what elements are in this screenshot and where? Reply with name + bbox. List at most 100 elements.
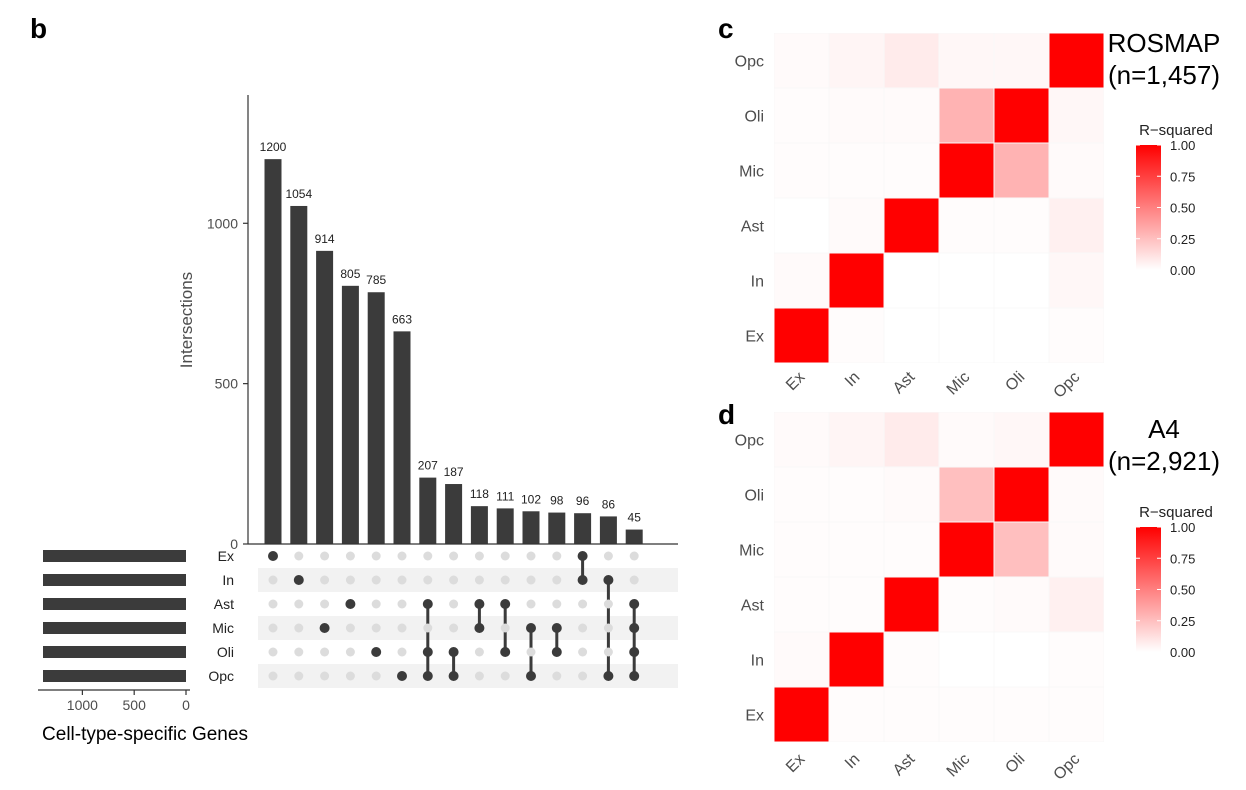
membership-dot-inactive (294, 599, 304, 609)
intersection-bars: 1200 1054 914 805 785 663 207 187 118 111 102 98 96 8… (260, 140, 643, 545)
heatmap-cell (774, 33, 829, 88)
intersection-bar (393, 331, 411, 544)
heatmap-cell (994, 88, 1049, 143)
intersection-bar (445, 484, 463, 544)
set-size-bars: 1000 500 0 (38, 550, 190, 713)
heatmap-y-label: Mic (739, 543, 764, 560)
heatmap-cell (1049, 88, 1104, 143)
membership-dot-inactive (268, 599, 278, 609)
heatmap-cell (829, 198, 884, 253)
set-size-tick-label: 1000 (67, 697, 98, 713)
heatmap-cell (939, 577, 994, 632)
legend-title: R−squared (1139, 504, 1213, 521)
heatmap-cell (1049, 198, 1104, 253)
membership-dot-active (629, 671, 640, 681)
set-size-tick-label: 500 (123, 697, 147, 713)
heatmap-x-label: Ast (890, 368, 919, 397)
set-label: Ex (218, 548, 234, 564)
membership-dot-inactive (578, 671, 588, 681)
heatmap-x-label: Oli (1002, 369, 1028, 395)
membership-dot-inactive (320, 671, 330, 681)
membership-dot-active (345, 599, 356, 609)
membership-dot-inactive (397, 551, 407, 561)
membership-dot-active (293, 575, 304, 585)
bar-value-label: 785 (366, 273, 386, 287)
intersection-bar (548, 512, 566, 544)
intersection-bar (316, 250, 334, 545)
heatmap-cell (1049, 143, 1104, 198)
heatmap-cell (939, 467, 994, 522)
heatmap-y-label: Opc (735, 433, 764, 450)
heatmap-y-label: Oli (744, 109, 764, 126)
membership-dot-inactive (552, 599, 562, 609)
heatmap-subtitle: (n=1,457) (1108, 60, 1220, 90)
heatmap-y-label: In (751, 653, 764, 670)
heatmap-cell (829, 577, 884, 632)
membership-dot-active (422, 671, 433, 681)
membership-dot-inactive (345, 671, 355, 681)
set-label: Ast (214, 596, 234, 612)
upset-plot: 1200 1054 914 805 785 663 207 187 118 111 102 98 96 8… (38, 95, 678, 745)
heatmap-cell (774, 198, 829, 253)
heatmap-x-label: In (842, 751, 863, 772)
intersection-y-axis: 0 500 1000 (207, 95, 678, 552)
heatmap-cell (884, 253, 939, 308)
bar-value-label: 207 (418, 459, 438, 473)
panel-label-c: c (718, 13, 734, 44)
membership-dot-inactive (397, 647, 407, 657)
heatmap-cell (1049, 253, 1104, 308)
heatmap-cell (1049, 632, 1104, 687)
heatmap-y-label: In (751, 274, 764, 291)
set-size-bar (43, 646, 186, 658)
heatmap-cell (884, 33, 939, 88)
heatmap-cell (829, 33, 884, 88)
heatmap-cell (994, 198, 1049, 253)
heatmap-cell (939, 88, 994, 143)
heatmap-y-label: Opc (735, 54, 764, 71)
heatmap-x-label: Opc (1051, 751, 1084, 784)
heatmap-cell (1049, 687, 1104, 742)
heatmap-cell (994, 522, 1049, 577)
heatmap-cell (939, 522, 994, 577)
membership-dot-active (577, 551, 588, 561)
heatmap-cell (939, 33, 994, 88)
heatmap-cell (994, 253, 1049, 308)
bar-value-label: 1054 (285, 187, 312, 201)
membership-dot-active (474, 599, 485, 609)
membership-dot-inactive (294, 647, 304, 657)
set-label: Mic (212, 620, 234, 636)
heatmap-x-label: Oli (1002, 751, 1028, 777)
intersection-bar (419, 477, 437, 544)
heatmap-cell (884, 632, 939, 687)
intersection-bar (470, 506, 488, 544)
bar-value-label: 187 (444, 465, 464, 479)
membership-dot-active (397, 671, 407, 681)
set-size-tick-label: 0 (182, 697, 190, 713)
heatmap-cell (1049, 577, 1104, 632)
heatmap-cell (884, 198, 939, 253)
membership-dot-inactive (474, 551, 484, 561)
heatmap-cell (829, 522, 884, 577)
heatmap-title: A4 (1148, 414, 1180, 444)
legend-tick-label: 0.50 (1170, 583, 1195, 598)
heatmap-cell (1049, 308, 1104, 363)
legend-tick-label: 0.75 (1170, 551, 1195, 566)
membership-dot-active (629, 647, 640, 657)
set-size-bar (43, 598, 186, 610)
membership-dot-active (422, 599, 433, 609)
membership-dot-active (603, 575, 614, 585)
heatmap-y-label: Ast (741, 219, 765, 236)
membership-dot-active (526, 623, 536, 633)
membership-dot-inactive (371, 551, 381, 561)
heatmap-cell (774, 577, 829, 632)
membership-dot-inactive (449, 551, 459, 561)
membership-dot-active (319, 623, 330, 633)
panel-label-b: b (30, 13, 47, 44)
membership-dot-inactive (397, 599, 407, 609)
set-size-bar (43, 622, 186, 634)
bar-value-label: 111 (496, 489, 515, 503)
legend-colorbar (1136, 145, 1161, 270)
set-size-bar (43, 574, 186, 586)
membership-dot-inactive (578, 599, 588, 609)
intersection-bar (496, 508, 514, 544)
